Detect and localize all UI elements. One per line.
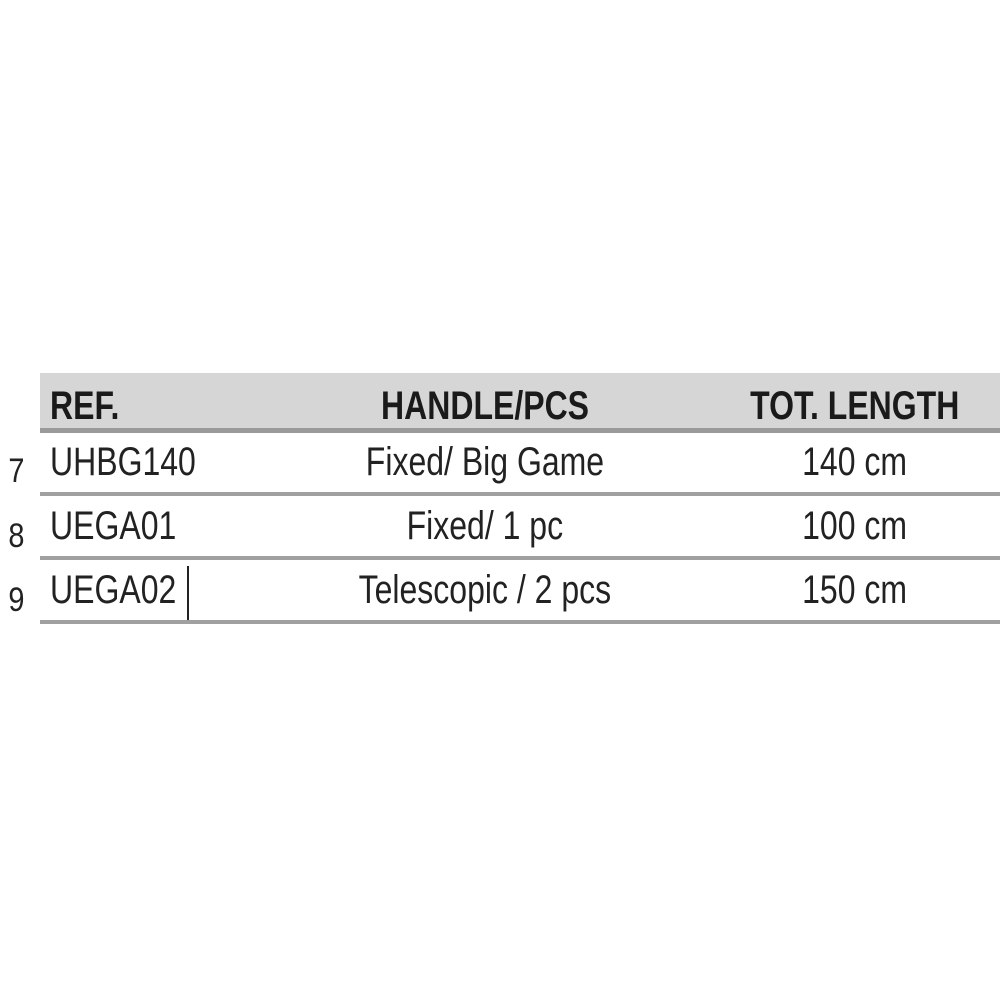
header-handle: HANDLE/PCS <box>380 384 590 428</box>
header-ref: REF. <box>50 384 120 428</box>
handle-cell: Fixed/ 1 pc <box>406 503 564 548</box>
length-cell: 100 cm <box>802 503 908 548</box>
ref-cell: UEGA01 <box>50 503 177 548</box>
length-cell: 150 cm <box>802 567 908 612</box>
table-header: REF. HANDLE/PCS TOT. LENGTH <box>40 373 1000 433</box>
table-row: UHBG140 Fixed/ Big Game 140 cm <box>40 432 1000 496</box>
table-row: UEGA02 Telescopic / 2 pcs 150 cm <box>40 560 1000 624</box>
text-cursor <box>187 566 189 620</box>
handle-cell: Telescopic / 2 pcs <box>358 567 612 612</box>
length-cell: 140 cm <box>802 439 908 484</box>
handle-cell: Fixed/ Big Game <box>365 439 605 484</box>
row-number: 8 <box>8 517 25 555</box>
header-length: TOT. LENGTH <box>750 384 960 428</box>
table-row: UEGA01 Fixed/ 1 pc 100 cm <box>40 496 1000 560</box>
row-number: 9 <box>8 581 25 619</box>
row-number: 7 <box>8 452 25 490</box>
ref-cell: UHBG140 <box>50 439 196 484</box>
ref-cell: UEGA02 <box>50 567 177 612</box>
